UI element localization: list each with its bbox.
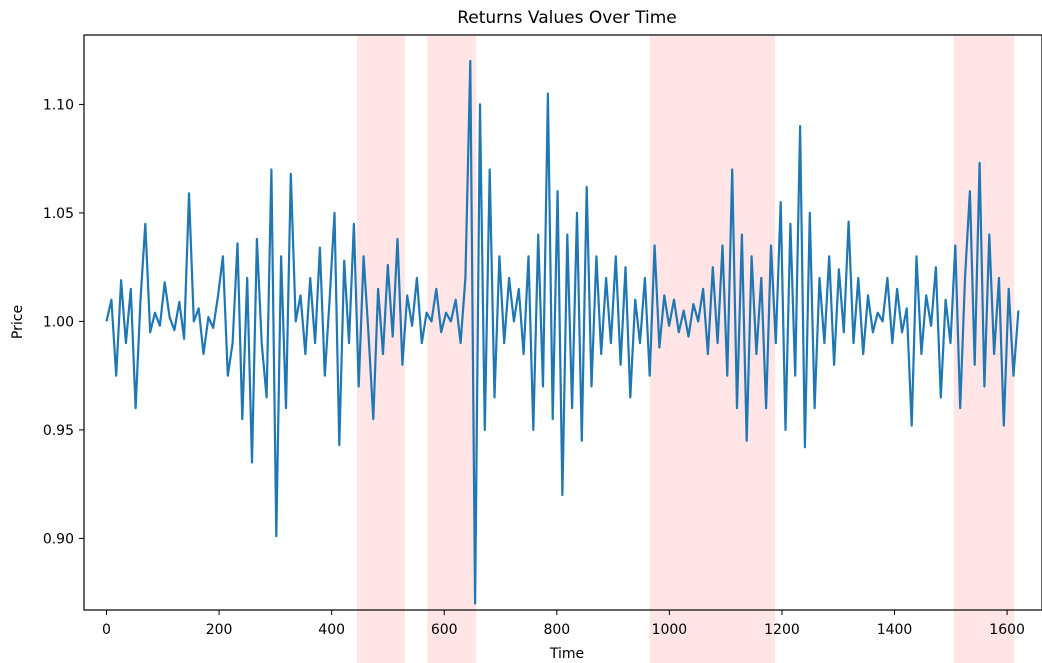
x-tick-label: 1200: [764, 622, 800, 638]
x-tick-label: 1600: [989, 622, 1025, 638]
y-tick-label: 1.00: [43, 314, 74, 330]
plot-frame: [83, 34, 1042, 611]
x-tick-label: 600: [431, 622, 458, 638]
y-tick-label: 1.10: [43, 97, 74, 113]
x-tick-label: 400: [318, 622, 345, 638]
x-tick-label: 200: [206, 622, 233, 638]
shaded-region-1: [356, 35, 405, 663]
x-tick-label: 0: [102, 622, 111, 638]
series-line: [105, 59, 1020, 605]
y-axis-ticks: 0.90 0.95 1.00 1.05 1.10: [43, 97, 84, 547]
x-tick-label: 1000: [652, 622, 688, 638]
y-axis-label: Price: [10, 305, 26, 339]
y-tick-label: 1.05: [43, 206, 74, 222]
shaded-region-3: [649, 35, 776, 663]
y-tick-label: 0.95: [43, 423, 74, 439]
x-axis-ticks: 0 200 400 600 800 1000 1200 1400 1600: [102, 610, 1025, 638]
y-tick-label: 0.90: [43, 531, 74, 547]
chart-title: Returns Values Over Time: [457, 8, 677, 28]
x-axis-label: Time: [549, 646, 584, 662]
shaded-regions: [356, 35, 1015, 663]
x-tick-label: 800: [543, 622, 570, 638]
x-tick-label: 1400: [877, 622, 913, 638]
